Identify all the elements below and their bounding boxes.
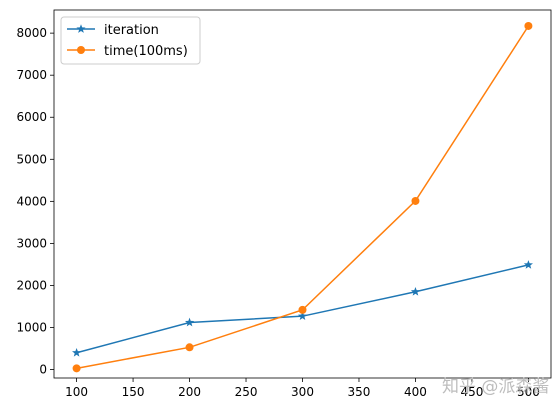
y-tick-label: 3000	[16, 236, 47, 250]
x-tick-label: 400	[404, 385, 427, 399]
data-point-star	[523, 260, 533, 269]
y-tick-label: 8000	[16, 26, 47, 40]
data-point-circle	[72, 364, 81, 373]
legend: iteration time(100ms)	[60, 16, 201, 65]
plot-area	[53, 9, 552, 379]
x-tick-label: 500	[517, 385, 540, 399]
y-tick-label: 4000	[16, 194, 47, 208]
data-point-circle	[185, 343, 194, 352]
legend-box	[60, 16, 201, 65]
data-point-circle	[411, 196, 420, 205]
data-point-circle	[298, 305, 307, 314]
watermark: 知乎 @派森酱	[442, 377, 549, 397]
legend-label-time: time(100ms)	[104, 44, 188, 59]
data-point-circle	[524, 21, 533, 30]
x-tick-label: 100	[65, 385, 88, 399]
y-tick-label: 7000	[16, 68, 47, 82]
series-layer	[72, 21, 533, 373]
y-tick-label: 5000	[16, 152, 47, 166]
legend-marker-iteration	[76, 24, 86, 33]
y-tick-label: 0	[39, 363, 47, 377]
y-tick-label: 1000	[16, 321, 47, 335]
x-tick-label: 350	[348, 385, 371, 399]
y-tick-label: 2000	[16, 278, 47, 292]
data-point-star	[184, 317, 195, 327]
data-point-star	[297, 311, 308, 321]
x-tick-label: 300	[291, 385, 314, 399]
x-axis: 100 150 200 250 300 350 400 450 500	[65, 378, 540, 399]
x-tick-label: 250	[235, 385, 258, 399]
data-point-star	[72, 347, 82, 357]
x-tick-label: 150	[122, 385, 145, 399]
legend-label-iteration: iteration	[104, 23, 159, 38]
legend-marker-time	[77, 46, 85, 54]
y-tick-label: 6000	[16, 110, 47, 124]
data-point-star	[410, 286, 421, 296]
x-tick-label: 200	[178, 385, 201, 399]
x-tick-label: 450	[460, 385, 483, 399]
y-axis: 0 1000 2000 3000 4000 5000 6000 7000 8000	[16, 26, 54, 377]
